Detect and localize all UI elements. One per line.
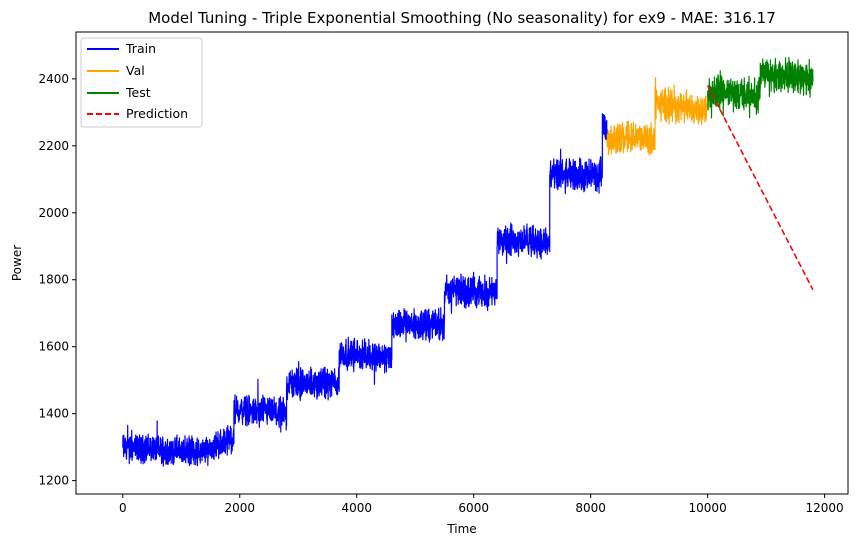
x-tick-label: 4000	[341, 501, 372, 515]
legend-label-val: Val	[126, 63, 145, 78]
y-tick-label: 1200	[38, 474, 69, 488]
y-axis-label: Power	[10, 245, 24, 281]
series-layer	[122, 56, 814, 467]
series-line-train	[122, 113, 608, 467]
y-tick-label: 1400	[38, 407, 69, 421]
plot-frame	[75, 31, 849, 495]
legend: Train Val Test Prediction	[80, 37, 203, 128]
series-line-prediction	[706, 85, 814, 291]
series-line-test	[707, 56, 814, 119]
y-tick-label: 1600	[38, 340, 69, 354]
x-tick-label: 2000	[224, 501, 255, 515]
x-tick-label: 0	[119, 501, 127, 515]
x-tick-label: 6000	[458, 501, 489, 515]
legend-label-train: Train	[125, 41, 156, 56]
x-tick-label: 10000	[689, 501, 727, 515]
x-axis-ticks: 0 2000 4000 6000 8000 10000 12000	[119, 494, 844, 515]
y-tick-label: 2400	[38, 72, 69, 86]
y-tick-label: 2200	[38, 139, 69, 153]
x-tick-label: 8000	[575, 501, 606, 515]
series-line-val	[606, 76, 709, 156]
y-axis-ticks: 1200 1400 1600 1800 2000 2200 2400	[38, 72, 76, 488]
y-tick-label: 1800	[38, 273, 69, 287]
y-tick-label: 2000	[38, 206, 69, 220]
legend-label-test: Test	[125, 85, 151, 100]
legend-label-prediction: Prediction	[126, 106, 188, 121]
x-tick-label: 12000	[806, 501, 844, 515]
x-axis-label: Time	[446, 522, 476, 536]
chart-title: Model Tuning - Triple Exponential Smooth…	[148, 9, 776, 27]
legend-box	[80, 37, 203, 128]
